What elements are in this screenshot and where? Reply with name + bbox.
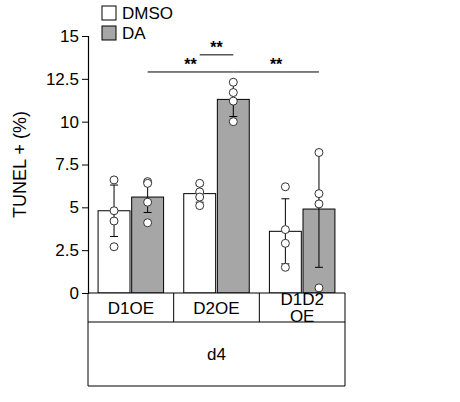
data-point bbox=[315, 200, 323, 208]
y-axis: 0 2.5 5 7.5 10 12.5 15 bbox=[46, 27, 89, 303]
table-divider bbox=[173, 293, 174, 322]
plot-area bbox=[98, 78, 335, 293]
data-point bbox=[110, 217, 118, 225]
x-tick-label: D1D2OE bbox=[280, 290, 323, 326]
y-tick-mark bbox=[82, 207, 88, 208]
error-bar bbox=[196, 185, 204, 202]
table-border bbox=[88, 386, 345, 387]
y-tick: 15 bbox=[60, 27, 88, 46]
data-point bbox=[281, 183, 289, 191]
x-tick-label: D2OE bbox=[193, 299, 239, 318]
significance-label: ** bbox=[210, 39, 223, 56]
data-point bbox=[281, 239, 289, 247]
y-tick-label: 7.5 bbox=[55, 155, 79, 174]
data-point bbox=[144, 179, 152, 187]
error-bar bbox=[281, 199, 289, 264]
y-tick-label: 12.5 bbox=[46, 70, 79, 89]
data-point bbox=[110, 176, 118, 184]
y-axis-title: TUNEL + (%) bbox=[10, 111, 30, 218]
data-point bbox=[229, 89, 237, 97]
data-point bbox=[196, 193, 204, 201]
y-tick-mark bbox=[82, 36, 88, 37]
significance-label: ** bbox=[270, 56, 283, 73]
x-axis-title: d4 bbox=[207, 345, 226, 364]
legend-label: DMSO bbox=[122, 4, 173, 23]
chart: 0 2.5 5 7.5 10 12.5 15 TUNEL + (%) D1OE D2OE D1D2O… bbox=[0, 0, 460, 402]
y-tick: 12.5 bbox=[46, 70, 88, 89]
data-point bbox=[144, 198, 152, 206]
y-tick: 7.5 bbox=[55, 155, 88, 174]
data-point bbox=[110, 243, 118, 251]
y-tick: 5 bbox=[70, 198, 88, 217]
category-table: D1OE D2OE D1D2OE d4 bbox=[88, 290, 345, 386]
y-tick: 2.5 bbox=[55, 241, 88, 260]
y-tick-mark bbox=[82, 250, 88, 251]
legend-label: DA bbox=[122, 24, 146, 43]
y-tick: 0 bbox=[70, 284, 88, 303]
y-tick-mark bbox=[82, 165, 88, 166]
y-tick-label: 2.5 bbox=[55, 241, 79, 260]
bar bbox=[217, 99, 249, 293]
data-point bbox=[110, 207, 118, 215]
y-tick-mark bbox=[82, 293, 88, 294]
y-tick-mark bbox=[82, 122, 88, 123]
data-point bbox=[281, 226, 289, 234]
annotations: ** ** ** bbox=[148, 39, 319, 73]
legend-swatch bbox=[102, 26, 116, 40]
data-point bbox=[315, 149, 323, 157]
y-axis-line bbox=[82, 37, 89, 294]
data-point bbox=[229, 78, 237, 86]
legend-swatch bbox=[102, 6, 116, 20]
data-point bbox=[281, 263, 289, 271]
y-tick: 10 bbox=[60, 113, 88, 132]
x-tick-label: D1OE bbox=[108, 299, 154, 318]
legend: DMSODA bbox=[102, 4, 173, 43]
table-border bbox=[345, 293, 346, 386]
table-border bbox=[88, 293, 89, 386]
bar bbox=[98, 211, 130, 293]
data-point bbox=[196, 179, 204, 187]
y-tick-label: 15 bbox=[60, 27, 79, 46]
bar bbox=[184, 194, 216, 293]
data-point bbox=[196, 202, 204, 210]
error-bar bbox=[315, 151, 323, 268]
y-tick-label: 5 bbox=[70, 198, 79, 217]
table-divider bbox=[259, 293, 260, 322]
y-tick-mark bbox=[82, 79, 88, 80]
data-point bbox=[229, 97, 237, 105]
data-point bbox=[315, 190, 323, 198]
data-point bbox=[144, 219, 152, 227]
y-tick-label: 0 bbox=[70, 284, 79, 303]
error-bar bbox=[229, 82, 237, 116]
data-point bbox=[229, 118, 237, 126]
y-tick-label: 10 bbox=[60, 113, 79, 132]
significance-label: ** bbox=[184, 56, 197, 73]
error-bar bbox=[110, 185, 118, 236]
